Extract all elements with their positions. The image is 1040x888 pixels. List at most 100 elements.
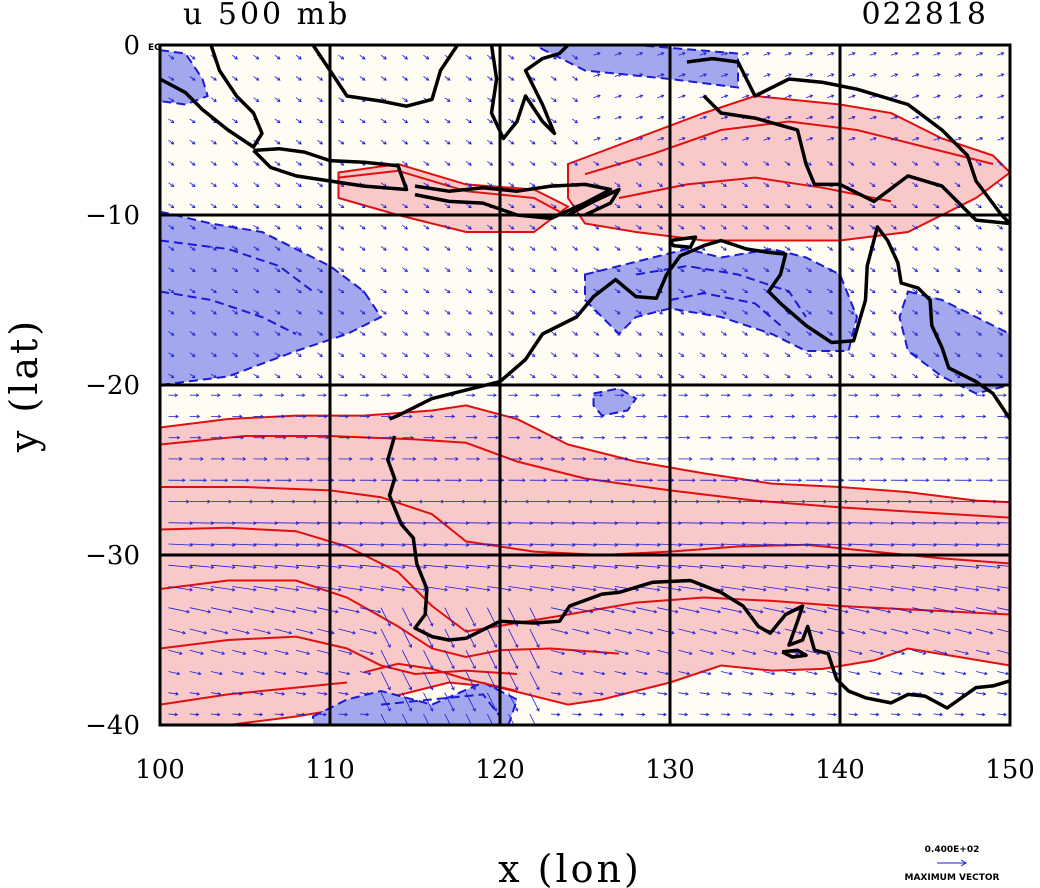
wind-vector-head bbox=[462, 499, 466, 504]
x-tick-label: 130 bbox=[645, 755, 695, 785]
wind-vector-head bbox=[897, 414, 902, 419]
wind-vector-head bbox=[468, 247, 472, 251]
wind-vector bbox=[317, 246, 324, 251]
wind-vector-shaft bbox=[210, 671, 223, 675]
wind-vector-head bbox=[557, 393, 561, 398]
wind-vector bbox=[210, 499, 233, 504]
wind-vector-head bbox=[922, 651, 927, 655]
wind-vector-shaft bbox=[869, 116, 877, 120]
wind-vector-head bbox=[283, 435, 287, 440]
wind-vector-head bbox=[191, 225, 196, 230]
wind-vector-head bbox=[890, 565, 895, 570]
wind-vector-shaft bbox=[508, 267, 514, 272]
wind-vector bbox=[550, 288, 557, 294]
wind-vector-shaft bbox=[805, 331, 812, 336]
wind-vector-head bbox=[765, 225, 770, 230]
wind-vector-shaft bbox=[869, 373, 876, 379]
wind-vector-head bbox=[769, 393, 774, 398]
wind-vector-shaft bbox=[763, 182, 769, 187]
wind-vector-shaft bbox=[699, 649, 714, 655]
wind-vector bbox=[933, 373, 940, 379]
wind-vector bbox=[848, 393, 859, 398]
wind-vector-head bbox=[958, 94, 962, 99]
wind-vector-head bbox=[663, 691, 668, 696]
wind-vector bbox=[168, 224, 175, 230]
wind-vector bbox=[933, 288, 940, 294]
wind-vector bbox=[189, 478, 207, 483]
wind-vector-shaft bbox=[997, 671, 1009, 675]
wind-vector bbox=[635, 182, 642, 187]
wind-vector-head bbox=[763, 565, 767, 570]
wind-vector-head bbox=[759, 609, 764, 614]
wind-vector-head bbox=[510, 374, 515, 379]
wind-vector bbox=[487, 246, 494, 251]
wind-vector-shaft bbox=[487, 309, 493, 315]
wind-vector bbox=[720, 267, 727, 272]
wind-vector bbox=[954, 628, 973, 635]
wind-vector-head bbox=[578, 691, 583, 696]
wind-vector bbox=[827, 373, 834, 379]
wind-vector bbox=[401, 713, 409, 725]
positive-region-southern-jet bbox=[160, 404, 1010, 725]
wind-vector-shaft bbox=[401, 607, 412, 627]
wind-vector bbox=[529, 309, 536, 315]
wind-vector-head bbox=[425, 332, 430, 336]
wind-vector-head bbox=[935, 310, 940, 315]
wind-vector-shaft bbox=[763, 267, 769, 272]
wind-vector-head bbox=[600, 691, 604, 696]
wind-vector-shaft bbox=[678, 543, 703, 546]
wind-vector bbox=[614, 373, 621, 379]
wind-vector-head bbox=[649, 478, 654, 483]
wind-vector-shaft bbox=[572, 671, 584, 675]
wind-vector-head bbox=[791, 691, 796, 696]
wind-vector bbox=[572, 54, 579, 60]
wind-vector bbox=[657, 352, 664, 357]
wind-vector-shaft bbox=[338, 118, 344, 124]
wind-vector-head bbox=[695, 499, 700, 504]
wind-vector bbox=[210, 649, 226, 655]
wind-vector-shaft bbox=[933, 564, 958, 568]
wind-vector-head bbox=[809, 137, 814, 141]
wind-vector-head bbox=[904, 478, 909, 483]
wind-vector-head bbox=[770, 414, 774, 419]
wind-vector-shaft bbox=[869, 161, 876, 166]
wind-vector-head bbox=[720, 521, 725, 526]
wind-vector-head bbox=[330, 478, 335, 483]
wind-vector bbox=[805, 352, 812, 357]
wind-vector-shaft bbox=[954, 309, 961, 315]
wind-vector-head bbox=[536, 707, 540, 712]
y-tick-label: −20 bbox=[85, 371, 140, 401]
wind-vector-head bbox=[274, 587, 278, 592]
wind-vector-shaft bbox=[465, 161, 472, 166]
wind-vector bbox=[954, 115, 962, 120]
wind-vector bbox=[763, 309, 770, 315]
wind-vector-head bbox=[361, 374, 366, 379]
wind-vector-shaft bbox=[253, 54, 259, 60]
wind-vector-shaft bbox=[572, 692, 582, 695]
wind-vector bbox=[380, 331, 387, 336]
wind-vector-head bbox=[701, 162, 706, 166]
wind-vector-shaft bbox=[359, 543, 384, 546]
wind-vector bbox=[720, 478, 739, 483]
wind-vector-shaft bbox=[210, 607, 232, 613]
wind-vector bbox=[338, 564, 364, 570]
wind-vector-head bbox=[323, 393, 327, 398]
wind-vector bbox=[189, 691, 201, 696]
wind-vector-shaft bbox=[954, 95, 962, 99]
wind-vector-head bbox=[616, 289, 621, 294]
wind-vector-head bbox=[943, 651, 948, 655]
wind-vector bbox=[253, 691, 264, 696]
wind-vector bbox=[912, 309, 919, 315]
wind-vector bbox=[338, 288, 345, 294]
wind-vector-head bbox=[391, 457, 396, 461]
wind-vector-shaft bbox=[210, 586, 235, 591]
wind-vector bbox=[423, 393, 434, 398]
wind-vector-head bbox=[446, 353, 451, 357]
wind-vector bbox=[635, 161, 642, 166]
wind-vector-head bbox=[298, 374, 302, 379]
wind-vector-head bbox=[982, 414, 987, 419]
wind-vector-shaft bbox=[444, 352, 451, 357]
wind-vector-head bbox=[840, 630, 845, 635]
wind-vector bbox=[423, 161, 430, 166]
wind-vector-head bbox=[210, 521, 215, 526]
